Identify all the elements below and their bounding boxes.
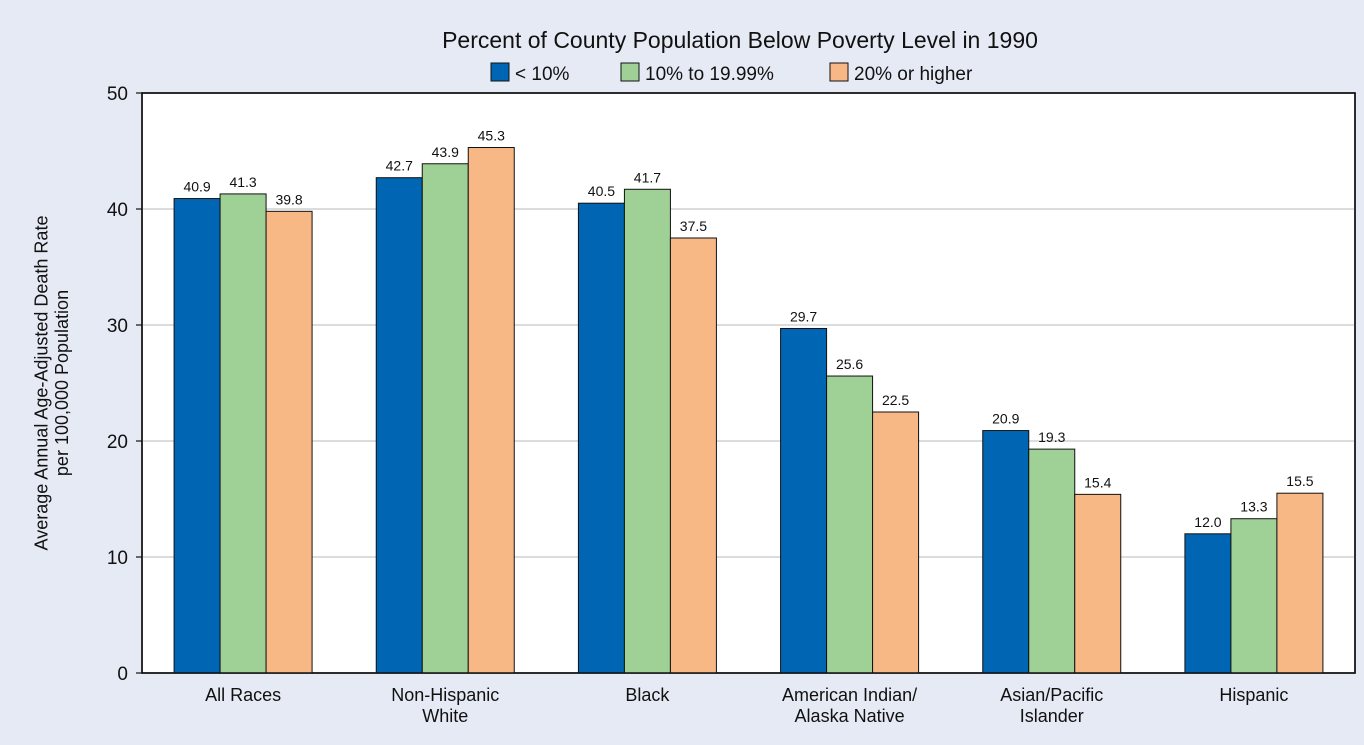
bar-value-label: 41.3 — [229, 174, 256, 190]
legend-swatch — [829, 62, 849, 82]
x-axis-tick-labels: All Races Non-Hispanic White Black American … — [205, 685, 1288, 726]
bar — [982, 430, 1030, 674]
legend-swatch — [620, 62, 640, 82]
x-tick-label-line: American Indian/ — [782, 685, 917, 705]
gridlines — [142, 208, 1355, 558]
bar-value-label: 29.7 — [790, 308, 817, 324]
bar-value-label: 12.0 — [1194, 514, 1221, 530]
bar — [826, 375, 874, 674]
x-tick-label: Non-Hispanic White — [391, 685, 499, 726]
bar-value-label: 45.3 — [478, 128, 505, 144]
y-axis-ticks: 0 10 20 30 40 50 — [107, 84, 142, 685]
bar-value-label: 41.7 — [634, 169, 661, 185]
y-axis-label-line: Average Annual Age-Adjusted Death Rate — [31, 216, 51, 551]
bar-value-label: 43.9 — [432, 144, 459, 160]
bar-value-label: 37.5 — [680, 218, 707, 234]
bar — [1184, 533, 1232, 674]
legend-label: 20% or higher — [854, 64, 973, 85]
bar — [623, 188, 671, 674]
bar — [1074, 493, 1122, 674]
plot-area — [141, 92, 1356, 674]
legend-label: < 10% — [515, 64, 570, 85]
x-tick-label-line: Asian/Pacific — [1000, 685, 1103, 705]
bar-data-labels: 40.9 41.3 39.8 42.7 43.9 45.3 40.5 41.7 37.5 29.7… — [183, 128, 1313, 530]
x-tick-label: All Races — [205, 685, 281, 705]
chart-title: Percent of County Population Below Pover… — [442, 27, 1038, 53]
plot-frame — [141, 92, 1356, 674]
y-axis-label-line: per 100,000 Population — [52, 290, 72, 476]
bar-value-label: 42.7 — [386, 158, 413, 174]
bar — [1230, 518, 1278, 674]
x-tick-label-line: All Races — [205, 685, 281, 705]
bar-value-label: 13.3 — [1240, 499, 1267, 515]
x-tick-label-line: White — [422, 706, 468, 726]
x-tick-label-line: Islander — [1020, 706, 1084, 726]
y-tick-label: 20 — [107, 432, 128, 453]
bar — [669, 237, 717, 674]
bar — [872, 411, 920, 674]
bar — [780, 327, 828, 674]
bar-value-label: 25.6 — [836, 356, 863, 372]
x-tick-label-line: Alaska Native — [795, 706, 905, 726]
y-axis-label: Average Annual Age-Adjusted Death Ratepe… — [31, 216, 72, 551]
legend-label: 10% to 19.99% — [645, 64, 774, 85]
x-tick-label-line: Non-Hispanic — [391, 685, 499, 705]
bar-value-label: 20.9 — [992, 411, 1019, 427]
x-tick-label: Black — [625, 685, 670, 705]
bar — [265, 210, 313, 674]
bar-value-label: 22.5 — [882, 392, 909, 408]
y-tick-label: 30 — [107, 316, 128, 337]
bar-value-label: 40.9 — [183, 179, 210, 195]
bar-value-label: 15.4 — [1084, 474, 1111, 490]
bar — [375, 177, 423, 674]
bar — [1276, 492, 1324, 674]
bar — [1028, 448, 1076, 674]
bar-value-label: 39.8 — [275, 191, 302, 207]
bar-value-label: 19.3 — [1038, 429, 1065, 445]
x-tick-label-line: Black — [625, 685, 670, 705]
x-tick-label: Hispanic — [1219, 685, 1288, 705]
bar — [577, 202, 625, 674]
y-tick-label: 10 — [107, 548, 128, 569]
bar-value-label: 15.5 — [1286, 473, 1313, 489]
x-tick-label: American Indian/Alaska Native — [782, 685, 917, 726]
y-tick-label: 50 — [107, 84, 128, 105]
x-tick-label-line: Hispanic — [1219, 685, 1288, 705]
bar-value-label: 40.5 — [588, 183, 615, 199]
y-tick-label: 40 — [107, 200, 128, 221]
bar — [219, 193, 267, 674]
bar — [467, 147, 515, 674]
y-tick-label: 0 — [117, 664, 128, 685]
bar — [173, 198, 221, 674]
legend-swatch — [490, 62, 510, 82]
x-tick-label: Asian/Pacific Islander — [1000, 685, 1103, 726]
bar — [421, 163, 469, 674]
legend: < 10% 10% to 19.99% 20% or higher — [490, 62, 973, 85]
